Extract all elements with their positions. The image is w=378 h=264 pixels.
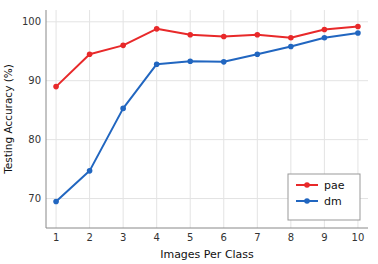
data-point bbox=[120, 43, 126, 49]
x-tick-label: 5 bbox=[187, 232, 193, 243]
data-point bbox=[322, 35, 328, 41]
legend-label: dm bbox=[324, 195, 342, 208]
legend-label: pae bbox=[324, 179, 345, 192]
x-tick-label: 3 bbox=[120, 232, 126, 243]
data-point bbox=[187, 32, 193, 38]
x-tick-label: 1 bbox=[53, 232, 59, 243]
grid-line bbox=[257, 10, 258, 228]
legend-marker bbox=[304, 198, 310, 204]
y-tick-label: 80 bbox=[28, 134, 41, 145]
legend: pae dm bbox=[288, 174, 360, 220]
grid-line bbox=[56, 10, 57, 228]
data-point bbox=[53, 199, 59, 205]
grid-line bbox=[223, 10, 224, 228]
y-tick-label: 100 bbox=[22, 16, 41, 27]
data-point bbox=[255, 51, 261, 57]
data-point bbox=[355, 24, 361, 30]
x-tick-label: 4 bbox=[154, 232, 160, 243]
grid-line bbox=[190, 10, 191, 228]
data-point bbox=[221, 34, 227, 40]
grid bbox=[46, 10, 368, 228]
data-point bbox=[87, 51, 93, 57]
grid-line bbox=[156, 10, 157, 228]
legend-marker bbox=[304, 182, 310, 188]
series-line bbox=[56, 26, 358, 86]
x-axis-label: Images Per Class bbox=[160, 248, 254, 261]
data-point bbox=[322, 27, 328, 33]
data-point bbox=[120, 106, 126, 112]
data-point bbox=[53, 84, 59, 90]
x-tick-label: 6 bbox=[221, 232, 227, 243]
grid-line bbox=[89, 10, 90, 228]
legend-box bbox=[288, 174, 360, 220]
x-tick-label: 10 bbox=[352, 232, 365, 243]
x-tick-label: 7 bbox=[254, 232, 260, 243]
data-point bbox=[154, 61, 160, 67]
x-axis-line bbox=[46, 228, 368, 229]
x-tick-label: 8 bbox=[288, 232, 294, 243]
grid-line bbox=[46, 80, 368, 81]
y-tick-label: 70 bbox=[28, 193, 41, 204]
data-point bbox=[87, 168, 93, 174]
data-point bbox=[255, 32, 261, 38]
x-tick-label: 9 bbox=[321, 232, 327, 243]
grid-line bbox=[46, 139, 368, 140]
data-point bbox=[221, 59, 227, 65]
x-tick-label: 2 bbox=[86, 232, 92, 243]
grid-line bbox=[46, 21, 368, 22]
data-point bbox=[154, 26, 160, 32]
data-point bbox=[288, 35, 294, 41]
y-axis-line bbox=[46, 10, 47, 228]
data-point bbox=[288, 44, 294, 50]
data-point bbox=[187, 58, 193, 64]
data-point bbox=[355, 30, 361, 36]
chart: 1 2 3 4 5 6 7 8 9 10 70 80 90 100 Images Per Class Test… bbox=[0, 0, 378, 264]
y-tick-label: 90 bbox=[28, 75, 41, 86]
y-axis-label: Testing Accuracy (%) bbox=[2, 64, 14, 175]
